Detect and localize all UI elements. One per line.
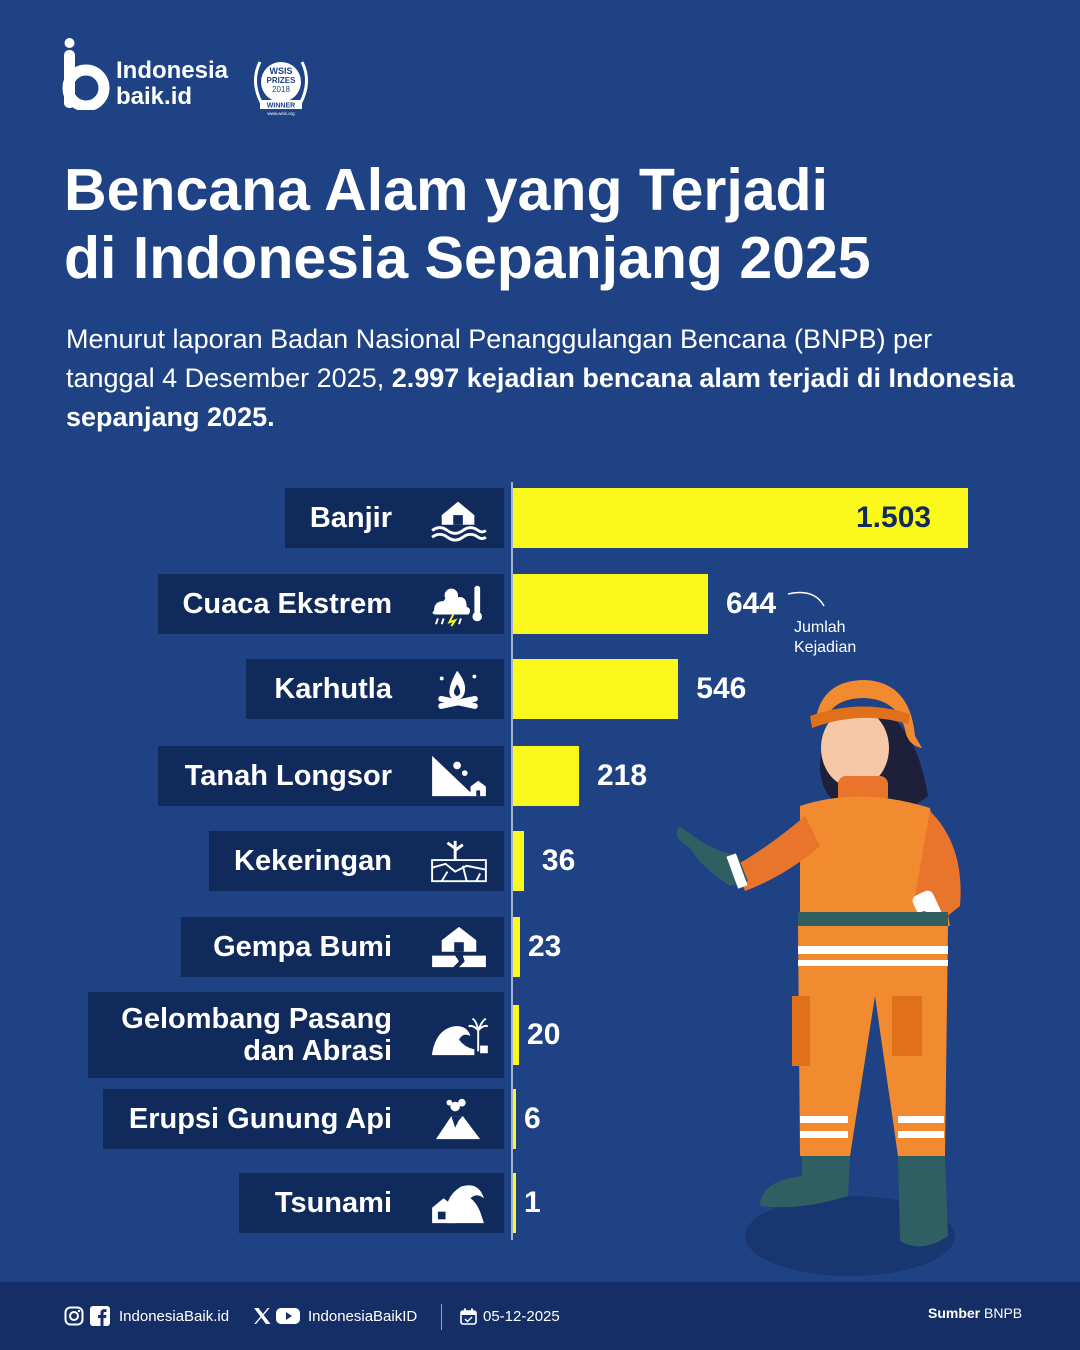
bar-cuaca-ekstrem xyxy=(513,574,708,634)
disaster-bar-chart: Banjir 1.503 Cuaca Ekstrem 644 Karhutla 546 Ta… xyxy=(0,470,1080,1260)
x-twitter-icon xyxy=(254,1308,271,1324)
campfire-icon xyxy=(438,670,478,709)
value-label-tanah-longsor: 218 xyxy=(596,759,648,792)
footer-bar: IndonesiaBaik.id IndonesiaBaikID 05-12-2… xyxy=(0,1282,1080,1350)
category-label-line: Cuaca Ekstrem xyxy=(182,588,392,620)
category-label: Gempa Bumi xyxy=(213,931,392,963)
landslide-icon xyxy=(432,755,486,797)
bar-kekeringan xyxy=(513,831,524,891)
storm-thermometer-icon xyxy=(432,585,483,627)
bar-erupsi-gunung-api xyxy=(513,1089,516,1149)
category-label-line: Gempa Bumi xyxy=(213,931,392,963)
footer-source-value: BNPB xyxy=(984,1305,1023,1321)
annotation-arrow-icon xyxy=(787,591,825,607)
page-subtitle: Menurut laporan Badan Nasional Penanggul… xyxy=(66,320,1026,437)
value-label-karhutla: 546 xyxy=(696,672,747,705)
category-label-box-gelombang-pasang-dan-abrasi: Gelombang Pasang dan Abrasi xyxy=(88,992,504,1078)
flooded-house-icon xyxy=(431,501,487,542)
volcano-icon xyxy=(435,1098,481,1140)
wave-abrasion-icon xyxy=(432,1017,489,1056)
value-label-erupsi-gunung-api: 6 xyxy=(524,1102,541,1135)
instagram-icon xyxy=(64,1306,84,1326)
category-label-line: Gelombang Pasang xyxy=(121,1003,392,1035)
tsunami-house-icon xyxy=(432,1185,484,1224)
subtitle-plain: Menurut laporan Badan Nasional Penanggul… xyxy=(66,324,933,393)
facebook-icon xyxy=(90,1306,110,1326)
value-label-banjir: 1.503 xyxy=(856,501,932,534)
category-label: Banjir xyxy=(310,502,392,534)
category-label: Kekeringan xyxy=(234,845,392,877)
chart-axis-line xyxy=(511,482,513,1240)
drought-icon xyxy=(431,840,487,883)
title-line-2: di Indonesia Sepanjang 2025 xyxy=(64,225,871,291)
category-label-line: Karhutla xyxy=(274,673,392,705)
category-label-box-tsunami: Tsunami xyxy=(239,1173,504,1233)
value-label-cuaca-ekstrem: 644 xyxy=(725,587,777,620)
category-label-line: Kekeringan xyxy=(234,845,392,877)
youtube-icon xyxy=(276,1308,300,1324)
category-label-line: Tanah Longsor xyxy=(184,760,392,792)
value-label-gempa-bumi: 23 xyxy=(527,930,562,963)
brand-name: Indonesia baik.id xyxy=(116,58,228,110)
footer-source-label: Sumber xyxy=(928,1305,981,1321)
category-label-line: Banjir xyxy=(309,502,392,534)
bar-gempa-bumi xyxy=(513,917,520,977)
value-label-kekeringan: 36 xyxy=(541,844,576,877)
bar-gelombang-pasang-dan-abrasi xyxy=(513,1005,520,1065)
award-year: 2018 xyxy=(272,85,290,94)
title-line-1: Bencana Alam yang Terjadi xyxy=(64,157,828,223)
category-label: Cuaca Ekstrem xyxy=(182,588,392,620)
category-label-line: dan Abrasi xyxy=(243,1035,392,1067)
category-label: Karhutla xyxy=(274,673,392,705)
chart-annotation: Jumlah Kejadian xyxy=(794,619,857,656)
category-label-box-banjir: Banjir xyxy=(285,488,504,548)
brand-line1: Indonesia xyxy=(116,57,229,84)
award-status: WINNER xyxy=(267,103,295,110)
firefighter-illustration xyxy=(676,680,961,1276)
category-label: Gelombang Pasang dan Abrasi xyxy=(121,1003,392,1067)
award-site: www.wsis.org xyxy=(267,111,295,116)
brand-line2: baik.id xyxy=(116,83,193,110)
footer-social-2[interactable]: IndonesiaBaikID xyxy=(252,1282,417,1350)
footer-separator xyxy=(441,1304,442,1330)
page-title: Bencana Alam yang Terjadi di Indonesia S… xyxy=(64,156,1024,292)
brand-logo: Indonesia baik.id WSIS PRIZES 2018 WINNE… xyxy=(62,38,322,118)
indonesiabaik-logo-icon xyxy=(62,38,110,110)
award-line1: WSIS xyxy=(269,66,292,76)
category-label-box-kekeringan: Kekeringan xyxy=(209,831,504,891)
bar-banjir xyxy=(513,488,968,548)
footer-social-1-label: IndonesiaBaik.id xyxy=(119,1307,230,1325)
bar-tanah-longsor xyxy=(513,746,579,806)
category-label-box-karhutla: Karhutla xyxy=(246,659,504,719)
category-label-line: Erupsi Gunung Api xyxy=(128,1103,392,1135)
calendar-icon xyxy=(460,1308,477,1325)
subtitle-bold: 2.997 kejadian bencana alam terjadi di I… xyxy=(66,363,1015,432)
award-line2: PRIZES xyxy=(267,76,297,85)
earthquake-house-icon xyxy=(432,926,486,968)
footer-date: 05-12-2025 xyxy=(460,1282,560,1350)
value-label-gelombang-pasang-dan-abrasi: 20 xyxy=(527,1018,561,1051)
category-label-box-cuaca-ekstrem: Cuaca Ekstrem xyxy=(158,574,504,634)
bar-tsunami xyxy=(513,1173,516,1233)
category-label-box-erupsi-gunung-api: Erupsi Gunung Api xyxy=(103,1089,504,1149)
footer-social-1[interactable]: IndonesiaBaik.id xyxy=(64,1282,229,1350)
bar-karhutla xyxy=(513,659,679,719)
category-label: Tanah Longsor xyxy=(185,760,392,792)
category-label-line: Tsunami xyxy=(274,1187,392,1219)
footer-source: Sumber BNPB xyxy=(928,1279,1022,1347)
category-label-box-gempa-bumi: Gempa Bumi xyxy=(181,917,504,977)
value-label-tsunami: 1 xyxy=(524,1186,541,1219)
footer-date-text: 05-12-2025 xyxy=(483,1307,560,1325)
wsis-award-badge: WSIS PRIZES 2018 WINNER www.wsis.org xyxy=(254,61,308,116)
category-label: Erupsi Gunung Api xyxy=(129,1103,392,1135)
footer-social-2-label: IndonesiaBaikID xyxy=(308,1307,418,1325)
category-label: Tsunami xyxy=(275,1187,392,1219)
category-label-box-tanah-longsor: Tanah Longsor xyxy=(158,746,504,806)
